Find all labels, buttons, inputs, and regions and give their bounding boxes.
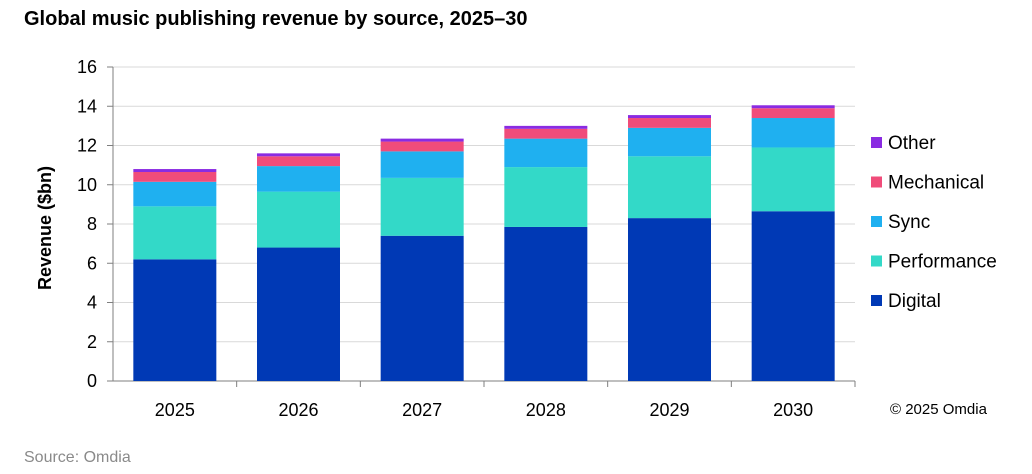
legend-label-mechanical: Mechanical xyxy=(888,173,984,194)
bar-segment-mechanical-2028 xyxy=(504,128,588,139)
bar-segment-other-2026 xyxy=(257,153,340,157)
y-tick-label: 12 xyxy=(77,136,97,156)
bar-segment-digital-2028 xyxy=(504,226,588,381)
bar-segment-performance-2030 xyxy=(751,147,835,212)
legend-swatch-other xyxy=(871,137,882,148)
legend-label-performance: Performance xyxy=(888,252,997,273)
bar-segment-other-2025 xyxy=(133,169,217,172)
y-tick-label: 8 xyxy=(87,214,97,234)
bar-segment-other-2030 xyxy=(751,105,835,109)
bar-segment-digital-2026 xyxy=(257,247,340,381)
x-tick-label: 2025 xyxy=(155,400,195,420)
bar-segment-performance-2029 xyxy=(628,156,711,219)
bar-segment-performance-2027 xyxy=(380,177,464,236)
x-tick-label: 2029 xyxy=(649,400,689,420)
bar-segment-performance-2026 xyxy=(257,191,340,248)
bar-segment-performance-2025 xyxy=(133,206,217,260)
y-tick-label: 2 xyxy=(87,332,97,352)
y-axis-title: Revenue ($bn) xyxy=(35,166,55,290)
bar-segment-digital-2027 xyxy=(380,235,464,381)
x-tick-label: 2028 xyxy=(526,400,566,420)
bar-segment-sync-2025 xyxy=(133,181,217,207)
bar-segment-mechanical-2025 xyxy=(133,171,217,182)
bar-segment-digital-2029 xyxy=(628,218,711,381)
bar-segment-mechanical-2030 xyxy=(751,108,835,119)
bar-segment-sync-2028 xyxy=(504,138,588,168)
y-tick-label: 14 xyxy=(77,96,97,116)
bar-segment-sync-2027 xyxy=(380,151,464,178)
y-tick-label: 16 xyxy=(77,57,97,77)
bar-segment-digital-2030 xyxy=(751,211,835,381)
bar-segment-other-2027 xyxy=(380,138,464,142)
y-tick-label: 0 xyxy=(87,371,97,391)
y-tick-label: 6 xyxy=(87,253,97,273)
bar-segment-mechanical-2026 xyxy=(257,156,340,167)
legend-swatch-performance xyxy=(871,255,882,267)
bar-segment-other-2028 xyxy=(504,125,588,129)
bar-segment-sync-2026 xyxy=(257,166,340,192)
bar-segment-performance-2028 xyxy=(504,167,588,227)
y-tick-label: 4 xyxy=(87,293,97,313)
bar-segment-sync-2029 xyxy=(628,127,711,157)
legend-swatch-sync xyxy=(871,216,882,227)
legend-swatch-digital xyxy=(871,295,882,306)
x-tick-label: 2026 xyxy=(278,400,318,420)
bar-segment-sync-2030 xyxy=(751,118,835,148)
legend-label-digital: Digital xyxy=(888,291,941,312)
bar-segment-mechanical-2027 xyxy=(380,141,464,152)
bar-segment-digital-2025 xyxy=(133,259,217,381)
copyright-note: © 2025 Omdia xyxy=(890,401,987,418)
chart-title: Global music publishing revenue by sourc… xyxy=(24,8,528,30)
legend-swatch-mechanical xyxy=(871,176,882,188)
source-note: Source: Omdia xyxy=(24,449,131,466)
legend-label-other: Other xyxy=(888,133,936,154)
x-tick-label: 2030 xyxy=(773,400,813,420)
y-tick-label: 10 xyxy=(77,175,97,195)
legend-label-sync: Sync xyxy=(888,212,930,233)
bar-segment-other-2029 xyxy=(628,115,711,119)
bar-segment-mechanical-2029 xyxy=(628,118,711,128)
x-tick-label: 2027 xyxy=(402,400,442,420)
